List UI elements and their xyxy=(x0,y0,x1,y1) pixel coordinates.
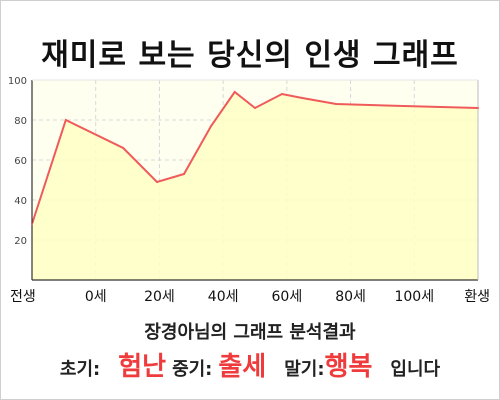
data-point xyxy=(301,97,304,99)
data-point xyxy=(402,105,405,107)
y-tick-label: 40 xyxy=(14,196,27,207)
y-tick-label: 20 xyxy=(14,236,27,247)
data-point xyxy=(122,147,125,149)
x-tick-label: 환생 xyxy=(464,289,490,305)
x-tick-labels: 전생 0세 20세 40세 60세 80세 100세 환생 xyxy=(10,289,490,305)
y-tick-label: 60 xyxy=(14,156,27,167)
early-value: 험난 xyxy=(118,352,167,382)
y-tick-label: 100 xyxy=(8,76,27,87)
axes xyxy=(31,79,479,281)
early-label: 초기: xyxy=(59,359,101,380)
late-label: 말기: xyxy=(284,359,325,380)
analysis-summary: 초기: 험난 중기: 출세 말기:행복 입니다 xyxy=(0,346,500,383)
data-point xyxy=(210,125,213,127)
data-point xyxy=(335,103,338,105)
x-tick-label: 20세 xyxy=(144,289,175,305)
x-tick-label: 80세 xyxy=(335,289,366,305)
data-point xyxy=(31,223,33,225)
data-point xyxy=(254,107,256,109)
data-point xyxy=(64,119,67,121)
data-point xyxy=(281,93,284,95)
x-tick-label: 60세 xyxy=(272,289,303,305)
data-point xyxy=(233,91,236,93)
mid-label: 중기: xyxy=(172,359,213,380)
x-tick-label: 0세 xyxy=(85,289,107,305)
data-point xyxy=(183,173,186,175)
late-value: 행복 xyxy=(324,352,373,382)
x-tick-label: 전생 xyxy=(10,289,36,305)
analysis-caption: 장경아님의 그래프 분석결과 xyxy=(144,322,356,343)
y-tick-label: 80 xyxy=(14,116,27,127)
x-tick-label: 100세 xyxy=(394,289,434,305)
y-tick-labels: 20 40 60 80 100 xyxy=(8,76,27,247)
data-point xyxy=(156,181,159,183)
ending-text: 입니다 xyxy=(390,359,441,380)
mid-value: 출세 xyxy=(218,352,267,382)
data-point xyxy=(477,107,479,109)
area-fill xyxy=(32,92,478,280)
chart-title: 재미로 보는 당신의 인생 그래프 xyxy=(41,38,459,73)
x-tick-label: 40세 xyxy=(208,289,239,305)
